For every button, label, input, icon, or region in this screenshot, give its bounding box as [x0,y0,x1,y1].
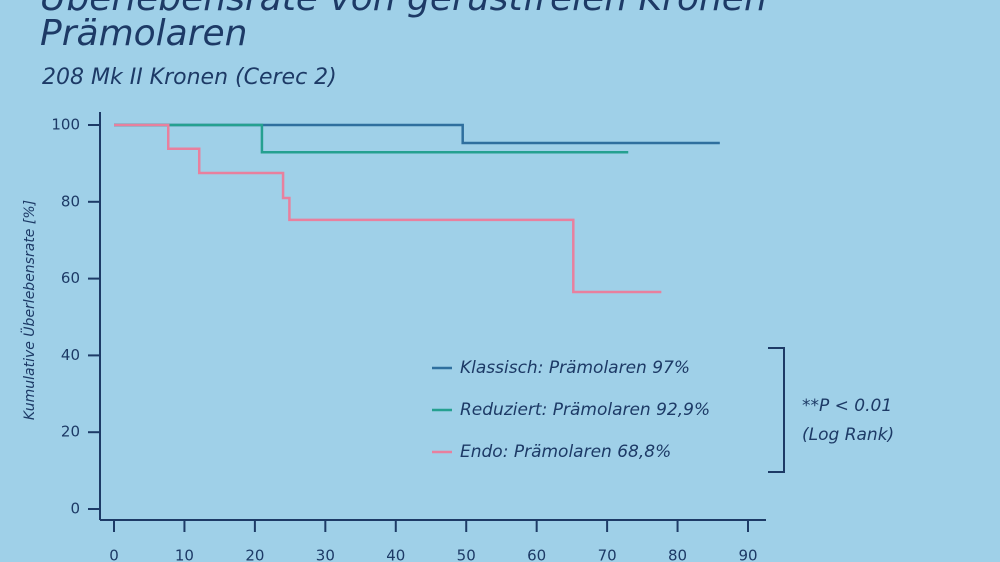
y-tick-label: 0 [70,500,80,518]
survival-line [114,123,662,294]
y-tick-label: 100 [51,116,80,134]
chart-subtitle: 208 Mk II Kronen (Cerec 2) [42,65,337,90]
chart-title: Prämolaren [40,13,248,54]
survival-line [114,123,629,154]
legend-label: Reduziert: Prämolaren 92,9% [460,400,710,420]
x-tick-label: 60 [527,547,546,562]
x-tick-label: 30 [316,547,335,562]
survival-line [114,123,720,145]
x-tick-label: 20 [245,547,264,562]
chart-title: Überlebensrate von gerüstfreien Kronen [40,0,767,19]
x-tick-label: 0 [109,547,119,562]
annotation: **P < 0.01 [802,396,892,416]
annotation: (Log Rank) [802,425,894,445]
x-tick-label: 90 [738,547,757,562]
x-tick-label: 40 [386,547,405,562]
x-tick-label: 70 [598,547,617,562]
legend-label: Klassisch: Prämolaren 97% [460,358,690,378]
y-tick-label: 60 [61,269,80,287]
y-tick-label: 40 [61,346,80,364]
x-tick-label: 50 [457,547,476,562]
y-axis-label: Kumulative Überlebensrate [%] [20,200,38,420]
legend-label: Endo: Prämolaren 68,8% [460,442,671,462]
bracket [768,347,785,473]
y-tick-label: 20 [61,423,80,441]
x-tick-label: 10 [175,547,194,562]
x-tick-label: 80 [668,547,687,562]
y-tick-label: 80 [61,192,80,210]
